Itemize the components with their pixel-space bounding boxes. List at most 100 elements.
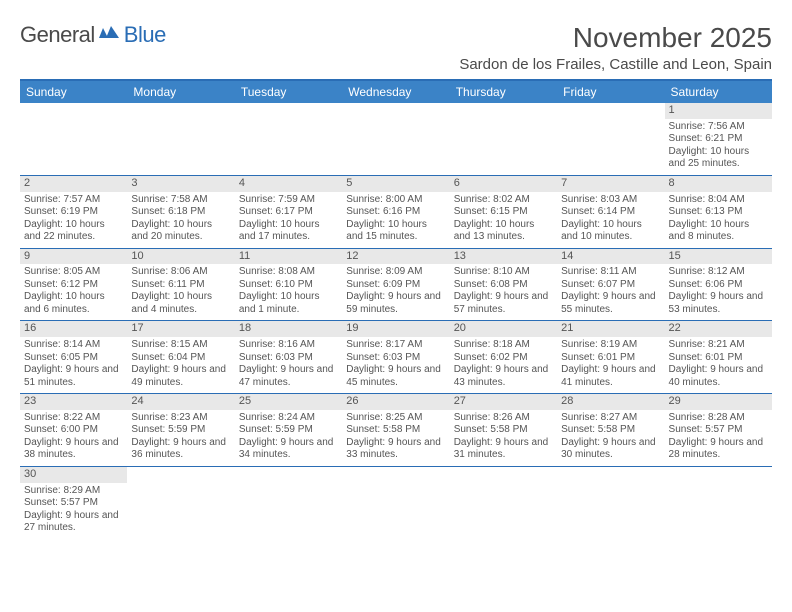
- day-cell: 19 Sunrise: 8:17 AMSunset: 6:03 PMDayligh…: [342, 321, 449, 393]
- day-number: 13: [450, 249, 557, 265]
- day-number: 21: [557, 321, 664, 337]
- day-cell: [235, 467, 342, 539]
- day-details: Sunrise: 8:24 AMSunset: 5:59 PMDaylight:…: [239, 412, 338, 462]
- day-cell: 28 Sunrise: 8:27 AMSunset: 5:58 PMDayligh…: [557, 394, 664, 466]
- day-number: 24: [127, 394, 234, 410]
- day-header-cell: Friday: [557, 81, 664, 103]
- day-number: 2: [20, 176, 127, 192]
- day-cell: [20, 103, 127, 175]
- flag-icon: [99, 24, 121, 47]
- day-cell: 26Sunrise: 8:25 AMSunset: 5:58 PMDayligh…: [342, 394, 449, 466]
- day-cell: 9Sunrise: 8:05 AMSunset: 6:12 PMDaylight…: [20, 249, 127, 321]
- day-number: 29: [665, 394, 772, 410]
- logo-text-blue: Blue: [124, 22, 166, 48]
- day-cell: 10Sunrise: 8:06 AMSunset: 6:11 PMDayligh…: [127, 249, 234, 321]
- day-number: 12: [342, 249, 449, 265]
- day-number: 18: [235, 321, 342, 337]
- day-cell: 20Sunrise: 8:18 AMSunset: 6:02 PMDayligh…: [450, 321, 557, 393]
- header: General Blue November 2025 Sardon de los…: [20, 22, 772, 73]
- day-details: Sunrise: 8:09 AMSunset: 6:09 PMDaylight:…: [346, 266, 445, 316]
- day-cell: [127, 467, 234, 539]
- day-cell: 22 Sunrise: 8:21 AMSunset: 6:01 PMDayligh…: [665, 321, 772, 393]
- day-number: 19: [342, 321, 449, 337]
- day-number: 10: [127, 249, 234, 265]
- day-details: Sunrise: 8:04 AMSunset: 6:13 PMDaylight:…: [669, 194, 768, 244]
- day-number: 6: [450, 176, 557, 192]
- day-number: 17: [127, 321, 234, 337]
- logo: General Blue: [20, 22, 166, 48]
- day-number: 4: [235, 176, 342, 192]
- calendar: SundayMondayTuesdayWednesdayThursdayFrid…: [20, 79, 772, 539]
- day-details: Sunrise: 8:18 AMSunset: 6:02 PMDaylight:…: [454, 339, 553, 389]
- week-row: 30Sunrise: 8:29 AMSunset: 5:57 PMDayligh…: [20, 467, 772, 539]
- day-details: Sunrise: 8:22 AMSunset: 6:00 PMDaylight:…: [24, 412, 123, 462]
- day-number: 30: [20, 467, 127, 483]
- day-cell: 7Sunrise: 8:03 AMSunset: 6:14 PMDaylight…: [557, 176, 664, 248]
- day-cell: 8 Sunrise: 8:04 AMSunset: 6:13 PMDaylight…: [665, 176, 772, 248]
- day-cell: 14Sunrise: 8:11 AMSunset: 6:07 PMDayligh…: [557, 249, 664, 321]
- day-number: 16: [20, 321, 127, 337]
- day-details: Sunrise: 8:17 AMSunset: 6:03 PMDaylight:…: [346, 339, 445, 389]
- day-header-row: SundayMondayTuesdayWednesdayThursdayFrid…: [20, 81, 772, 103]
- day-cell: 5 Sunrise: 8:00 AMSunset: 6:16 PMDaylight…: [342, 176, 449, 248]
- day-number: 8: [665, 176, 772, 192]
- day-cell: 25 Sunrise: 8:24 AMSunset: 5:59 PMDayligh…: [235, 394, 342, 466]
- day-cell: 13Sunrise: 8:10 AMSunset: 6:08 PMDayligh…: [450, 249, 557, 321]
- day-cell: 6Sunrise: 8:02 AMSunset: 6:15 PMDaylight…: [450, 176, 557, 248]
- day-details: Sunrise: 8:26 AMSunset: 5:58 PMDaylight:…: [454, 412, 553, 462]
- day-number: 25: [235, 394, 342, 410]
- day-cell: [557, 467, 664, 539]
- week-row: 23 Sunrise: 8:22 AMSunset: 6:00 PMDayligh…: [20, 394, 772, 467]
- day-details: Sunrise: 7:57 AMSunset: 6:19 PMDaylight:…: [24, 194, 123, 244]
- day-details: Sunrise: 8:12 AMSunset: 6:06 PMDaylight:…: [669, 266, 768, 316]
- day-details: Sunrise: 8:27 AMSunset: 5:58 PMDaylight:…: [561, 412, 660, 462]
- day-details: Sunrise: 8:08 AMSunset: 6:10 PMDaylight:…: [239, 266, 338, 316]
- day-cell: 4 Sunrise: 7:59 AMSunset: 6:17 PMDaylight…: [235, 176, 342, 248]
- day-number: 11: [235, 249, 342, 265]
- day-details: Sunrise: 8:11 AMSunset: 6:07 PMDaylight:…: [561, 266, 660, 316]
- day-number: 26: [342, 394, 449, 410]
- day-details: Sunrise: 8:00 AMSunset: 6:16 PMDaylight:…: [346, 194, 445, 244]
- day-header-cell: Thursday: [450, 81, 557, 103]
- day-number: 5: [342, 176, 449, 192]
- day-details: Sunrise: 8:16 AMSunset: 6:03 PMDaylight:…: [239, 339, 338, 389]
- day-header-cell: Wednesday: [342, 81, 449, 103]
- week-row: 16 Sunrise: 8:14 AMSunset: 6:05 PMDayligh…: [20, 321, 772, 394]
- day-details: Sunrise: 8:23 AMSunset: 5:59 PMDaylight:…: [131, 412, 230, 462]
- day-cell: [557, 103, 664, 175]
- day-details: Sunrise: 7:56 AMSunset: 6:21 PMDaylight:…: [669, 121, 768, 171]
- day-number: 15: [665, 249, 772, 265]
- day-details: Sunrise: 7:59 AMSunset: 6:17 PMDaylight:…: [239, 194, 338, 244]
- day-number: 1: [665, 103, 772, 119]
- day-details: Sunrise: 8:05 AMSunset: 6:12 PMDaylight:…: [24, 266, 123, 316]
- day-number: 14: [557, 249, 664, 265]
- day-cell: 2 Sunrise: 7:57 AMSunset: 6:19 PMDaylight…: [20, 176, 127, 248]
- day-details: Sunrise: 8:28 AMSunset: 5:57 PMDaylight:…: [669, 412, 768, 462]
- day-header-cell: Monday: [127, 81, 234, 103]
- day-details: Sunrise: 8:15 AMSunset: 6:04 PMDaylight:…: [131, 339, 230, 389]
- day-cell: 24 Sunrise: 8:23 AMSunset: 5:59 PMDayligh…: [127, 394, 234, 466]
- day-details: Sunrise: 8:21 AMSunset: 6:01 PMDaylight:…: [669, 339, 768, 389]
- day-number: 27: [450, 394, 557, 410]
- day-cell: [665, 467, 772, 539]
- day-cell: 27 Sunrise: 8:26 AMSunset: 5:58 PMDayligh…: [450, 394, 557, 466]
- day-cell: 11Sunrise: 8:08 AMSunset: 6:10 PMDayligh…: [235, 249, 342, 321]
- day-details: Sunrise: 8:14 AMSunset: 6:05 PMDaylight:…: [24, 339, 123, 389]
- day-cell: 18 Sunrise: 8:16 AMSunset: 6:03 PMDayligh…: [235, 321, 342, 393]
- week-row: 1 Sunrise: 7:56 AMSunset: 6:21 PMDaylight…: [20, 103, 772, 176]
- day-cell: 1 Sunrise: 7:56 AMSunset: 6:21 PMDaylight…: [665, 103, 772, 175]
- day-cell: 15Sunrise: 8:12 AMSunset: 6:06 PMDayligh…: [665, 249, 772, 321]
- logo-text-general: General: [20, 22, 95, 48]
- day-cell: 12Sunrise: 8:09 AMSunset: 6:09 PMDayligh…: [342, 249, 449, 321]
- day-number: 28: [557, 394, 664, 410]
- day-header-cell: Saturday: [665, 81, 772, 103]
- day-details: Sunrise: 8:06 AMSunset: 6:11 PMDaylight:…: [131, 266, 230, 316]
- day-number: 23: [20, 394, 127, 410]
- day-cell: 29 Sunrise: 8:28 AMSunset: 5:57 PMDayligh…: [665, 394, 772, 466]
- day-number: 7: [557, 176, 664, 192]
- day-cell: [235, 103, 342, 175]
- location: Sardon de los Frailes, Castille and Leon…: [459, 56, 772, 73]
- day-cell: 30Sunrise: 8:29 AMSunset: 5:57 PMDayligh…: [20, 467, 127, 539]
- week-row: 2 Sunrise: 7:57 AMSunset: 6:19 PMDaylight…: [20, 176, 772, 249]
- day-number: 22: [665, 321, 772, 337]
